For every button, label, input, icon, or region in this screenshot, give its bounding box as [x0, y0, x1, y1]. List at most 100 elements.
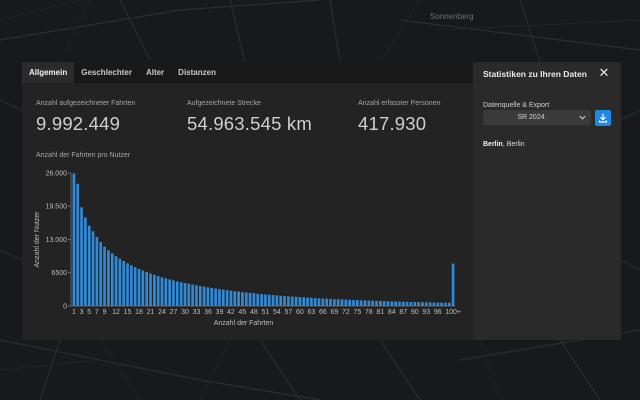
close-icon[interactable]: ✕: [598, 65, 610, 80]
chart-bar: [168, 279, 171, 306]
x-tick-label: 51: [262, 309, 270, 316]
stat-trips-value: 9.992.449: [36, 113, 121, 134]
chart-bar: [252, 293, 256, 306]
data-source-select-value: SR 2024: [517, 114, 545, 121]
chart-bar: [451, 263, 455, 306]
chart-bar: [221, 289, 225, 306]
x-tick-label: 30: [181, 309, 189, 316]
chart-bar: [363, 300, 367, 306]
chart-bar: [386, 301, 390, 306]
chart-bar: [378, 300, 382, 306]
chart-bar: [260, 294, 263, 306]
chart-bar: [264, 294, 267, 306]
chart-bar: [436, 302, 440, 306]
location-text: Berlin, Berlin: [483, 141, 525, 148]
x-tick-label: 3: [80, 309, 84, 316]
x-tick-label: 27: [170, 309, 178, 316]
chart-bar: [355, 300, 359, 306]
map-place-label: Sonnenberg: [430, 12, 474, 21]
x-tick-label: 21: [147, 309, 155, 316]
x-axis-label: Anzahl der Fahrten: [214, 320, 274, 327]
chart-bar: [279, 295, 283, 306]
chart-bar: [233, 291, 237, 306]
chart-bar: [195, 285, 198, 306]
x-tick-label: 63: [307, 309, 315, 316]
chart-bar: [340, 299, 344, 306]
stat-persons-value: 417.930: [358, 113, 427, 134]
chart-bar: [298, 297, 302, 306]
chart-bar: [241, 292, 244, 306]
chart-bar: [80, 207, 83, 306]
chart-bar: [110, 253, 114, 306]
chevron-down-icon: [579, 115, 586, 120]
x-tick-label: 54: [273, 309, 281, 316]
chart-bar: [447, 302, 451, 306]
y-tick-label: 0: [63, 303, 67, 310]
chart-bar: [107, 250, 110, 306]
chart-bar: [248, 292, 252, 306]
location-region: , Berlin: [502, 141, 525, 148]
chart-bar: [145, 271, 149, 306]
data-source-label: Datenquelle & Export: [483, 102, 550, 109]
location-city: Berlin: [483, 141, 503, 148]
tab-distanzen[interactable]: Distanzen: [178, 68, 216, 77]
chart-bar: [187, 283, 191, 306]
data-source-select[interactable]: SR 2024: [483, 110, 591, 125]
x-tick-label: 57: [284, 309, 292, 316]
chart-bar: [256, 293, 260, 306]
tab-allgemein[interactable]: Allgemein: [22, 62, 75, 83]
chart-bar: [72, 173, 76, 306]
x-tick-label: 18: [135, 309, 143, 316]
chart-bar: [130, 265, 133, 306]
chart-bar: [317, 298, 321, 306]
x-tick-label: 15: [124, 309, 132, 316]
chart-bar: [287, 296, 290, 306]
tab-alter[interactable]: Alter: [145, 68, 165, 77]
chart-bar: [432, 302, 436, 306]
chart-bar: [417, 302, 420, 306]
tab-bar: Allgemein Geschlechter Alter Distanzen: [22, 62, 473, 83]
chart-bar: [382, 301, 386, 306]
x-tick-label: 81: [376, 309, 384, 316]
x-tick-label: 100+: [445, 309, 461, 316]
x-tick-label: 66: [319, 309, 327, 316]
chart-bar: [313, 298, 317, 306]
x-tick-label: 78: [365, 309, 373, 316]
download-button[interactable]: [595, 110, 611, 126]
chart-bar: [172, 280, 175, 306]
chart-bar: [76, 183, 80, 306]
y-tick-label: 13.000: [46, 237, 68, 244]
chart-bar: [87, 225, 91, 306]
chart-bar: [306, 297, 309, 306]
chart-bar: [329, 298, 332, 306]
tab-geschlechter[interactable]: Geschlechter: [81, 68, 132, 77]
chart-bar: [179, 282, 183, 306]
chart-bar: [84, 217, 87, 306]
chart-bar: [371, 300, 374, 306]
chart-bar: [149, 273, 152, 306]
x-tick-label: 5: [87, 309, 91, 316]
chart-bar: [198, 286, 202, 306]
chart-bar: [405, 301, 409, 306]
chart-bar: [302, 297, 306, 306]
chart-bar: [394, 301, 397, 306]
chart-bar: [95, 236, 99, 306]
x-tick-label: 90: [411, 309, 419, 316]
chart-bar: [114, 256, 118, 307]
chart-bar: [225, 290, 229, 306]
x-tick-label: 42: [227, 309, 235, 316]
x-tick-label: 45: [239, 309, 247, 316]
chart-bar: [229, 290, 233, 306]
chart-bar: [156, 276, 160, 306]
chart-bar: [206, 287, 210, 306]
chart-bar: [141, 270, 145, 306]
stat-trips-label: Anzahl aufgezeichneter Fahrten: [36, 100, 136, 107]
chart-bar: [428, 302, 432, 306]
download-icon: [598, 114, 608, 123]
chart-bar: [210, 287, 214, 306]
x-tick-label: 7: [95, 309, 99, 316]
x-tick-label: 93: [422, 309, 430, 316]
chart-bar: [271, 295, 275, 306]
